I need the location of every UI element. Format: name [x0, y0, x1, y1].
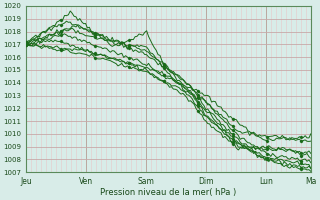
X-axis label: Pression niveau de la mer( hPa ): Pression niveau de la mer( hPa ): [100, 188, 237, 197]
